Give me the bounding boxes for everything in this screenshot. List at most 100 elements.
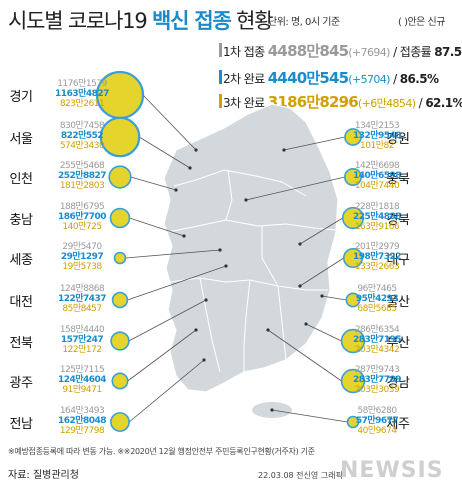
leader-line-16 xyxy=(271,409,348,423)
leader-dot-15 xyxy=(266,328,270,332)
region-figures-6: 158만4440 157만247 122만172 xyxy=(48,325,116,355)
leader-dot-16 xyxy=(270,408,274,412)
region-d2-2: 252만8827 xyxy=(57,171,107,181)
region-name-3: 충남 xyxy=(9,213,33,228)
leader-line-4 xyxy=(125,249,221,259)
region-d3-9: 101만82 xyxy=(360,141,394,151)
region-d1-3: 188만6795 xyxy=(59,202,105,212)
leader-line-6 xyxy=(128,299,207,342)
bubble-16 xyxy=(346,415,360,429)
region-name-5: 대전 xyxy=(9,295,33,310)
region-name-13: 울산 xyxy=(386,295,410,310)
region-d1-16: 58만6280 xyxy=(357,406,397,416)
region-d2-10: 140만6598 xyxy=(352,171,402,181)
region-d2-15: 283만7789 xyxy=(352,375,402,385)
region-d2-0: 1163만4827 xyxy=(55,89,109,99)
bubble-14 xyxy=(340,328,366,354)
leader-dot-14 xyxy=(304,322,308,326)
bubble-15 xyxy=(340,368,366,394)
region-d3-15: 203만3039 xyxy=(354,385,400,395)
region-d1-11: 228만1818 xyxy=(354,202,400,212)
leader-line-8 xyxy=(128,359,205,423)
leader-dot-3 xyxy=(182,234,186,238)
region-figures-16: 58만6280 57만9677 40만9674 xyxy=(343,406,411,436)
leader-dot-6 xyxy=(204,298,208,302)
region-name-1: 서울 xyxy=(9,132,33,147)
region-d1-9: 134만2153 xyxy=(354,121,400,131)
region-name-6: 전북 xyxy=(9,336,33,351)
leader-dot-4 xyxy=(218,248,222,252)
bubble-11 xyxy=(341,206,365,230)
region-figures-8: 164만3493 162만8048 129만7798 xyxy=(48,406,116,436)
region-d1-0: 1176만1579 xyxy=(57,79,107,89)
leader-line-5 xyxy=(127,265,227,301)
bubble-12 xyxy=(342,247,364,269)
region-d3-8: 129만7798 xyxy=(59,426,105,436)
region-d3-13: 68만5685 xyxy=(357,304,397,314)
leader-dot-7 xyxy=(194,328,198,332)
region-d1-12: 201만2979 xyxy=(354,242,400,252)
leader-line-10 xyxy=(245,176,345,201)
source: 자료: 질병관리청 xyxy=(8,470,79,481)
region-d2-1: 822만552 xyxy=(60,131,104,141)
region-name-14: 부산 xyxy=(386,336,410,351)
region-d2-5: 122만7437 xyxy=(57,294,107,304)
leader-line-2 xyxy=(130,176,177,191)
region-name-11: 경북 xyxy=(386,213,410,228)
summary-dose1: 1차 접종 4488만845(+7694) / 접종률 87.5% xyxy=(223,42,462,60)
region-name-0: 경기 xyxy=(9,90,33,105)
region-name-4: 세종 xyxy=(9,253,33,268)
leader-dot-8 xyxy=(202,358,206,362)
region-d2-14: 283만7195 xyxy=(352,335,402,345)
region-d3-5: 85만8457 xyxy=(62,304,102,314)
summary-dose3: 3차 완료 3186만8296(+6만4854) / 62.1% xyxy=(223,93,462,111)
region-d2-3: 186만7700 xyxy=(57,212,107,222)
region-name-2: 인천 xyxy=(9,172,33,187)
region-name-12: 대구 xyxy=(386,253,410,268)
region-d2-6: 157만247 xyxy=(60,335,104,345)
region-figures-2: 255만5468 252만8827 181만2803 xyxy=(48,161,116,191)
region-figures-1: 830만7458 822만552 574만3430 xyxy=(48,121,116,151)
region-d3-11: 163만9166 xyxy=(354,222,400,232)
region-d2-4: 29만1297 xyxy=(60,252,104,262)
region-d1-1: 830만7458 xyxy=(59,121,105,131)
leader-dot-2 xyxy=(174,188,178,192)
region-d1-5: 124만8868 xyxy=(59,284,105,294)
region-d1-7: 125만7115 xyxy=(59,365,105,375)
region-d3-0: 823만2611 xyxy=(59,99,105,109)
region-figures-3: 188만6795 186만7700 140만725 xyxy=(48,202,116,232)
region-figures-12: 201만2979 198만7322 133만2663 xyxy=(343,242,411,272)
region-name-15: 경남 xyxy=(386,376,410,391)
region-d1-6: 158만4440 xyxy=(59,325,105,335)
leader-lines xyxy=(125,94,348,423)
region-d1-15: 287만9743 xyxy=(354,365,400,375)
province-borders xyxy=(167,169,337,373)
region-name-16: 제주 xyxy=(386,417,410,432)
bubble-10 xyxy=(343,167,363,187)
region-d1-8: 164만3493 xyxy=(59,406,105,416)
region-d3-4: 19만5738 xyxy=(62,262,102,272)
region-figures-9: 134만2153 132만9548 101만82 xyxy=(343,121,411,151)
bubble-7 xyxy=(111,372,129,390)
bubble-13 xyxy=(345,292,361,308)
region-figures-5: 124만8868 122만7437 85만8457 xyxy=(48,284,116,314)
region-d2-9: 132만9548 xyxy=(352,131,402,141)
region-figures-13: 96만7465 95만4293 68만5685 xyxy=(343,284,411,314)
region-d1-2: 255만5468 xyxy=(59,161,105,171)
region-d3-10: 104만7440 xyxy=(354,181,400,191)
region-name-10: 충북 xyxy=(386,172,410,187)
region-d2-12: 198만7322 xyxy=(352,252,402,262)
region-d2-8: 162만8048 xyxy=(57,416,107,426)
region-d1-13: 96만7465 xyxy=(357,284,397,294)
dose1-marker xyxy=(219,43,222,57)
bubble-4 xyxy=(113,251,127,265)
region-d2-11: 225만4888 xyxy=(352,212,402,222)
leader-line-15 xyxy=(267,329,342,382)
leader-line-0 xyxy=(142,94,197,151)
page-title: 시도별 코로나19 백신 접종 현황 xyxy=(8,9,274,33)
bubble-8 xyxy=(110,412,130,432)
leader-line-3 xyxy=(129,217,185,237)
leader-line-1 xyxy=(139,136,191,169)
